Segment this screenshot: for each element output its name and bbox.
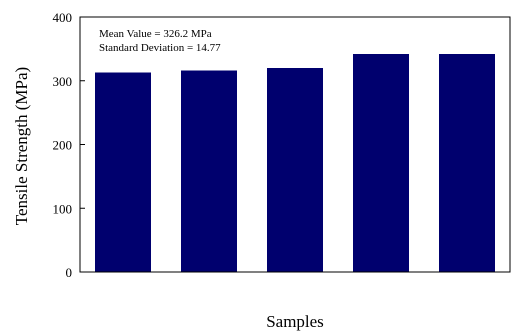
y-tick-label: 200: [53, 138, 73, 153]
bar: [439, 54, 495, 272]
bars-group: [95, 54, 495, 272]
y-tick-label: 0: [66, 265, 73, 280]
bar: [181, 70, 237, 272]
y-tick-label: 100: [53, 201, 73, 216]
bar: [353, 54, 409, 272]
bar: [95, 72, 151, 272]
annotation-std-dev: Standard Deviation = 14.77: [99, 42, 221, 54]
x-axis-label: Samples: [266, 312, 324, 331]
y-tick-label: 400: [53, 10, 73, 25]
y-axis-label: Tensile Strength (MPa): [12, 67, 31, 225]
y-tick-label: 300: [53, 74, 73, 89]
plot-frame: [79, 16, 511, 273]
annotation-mean: Mean Value = 326.2 MPa: [99, 28, 212, 40]
bar: [267, 68, 323, 272]
y-axis-ticks: 0 100 200 300 400: [53, 10, 85, 280]
